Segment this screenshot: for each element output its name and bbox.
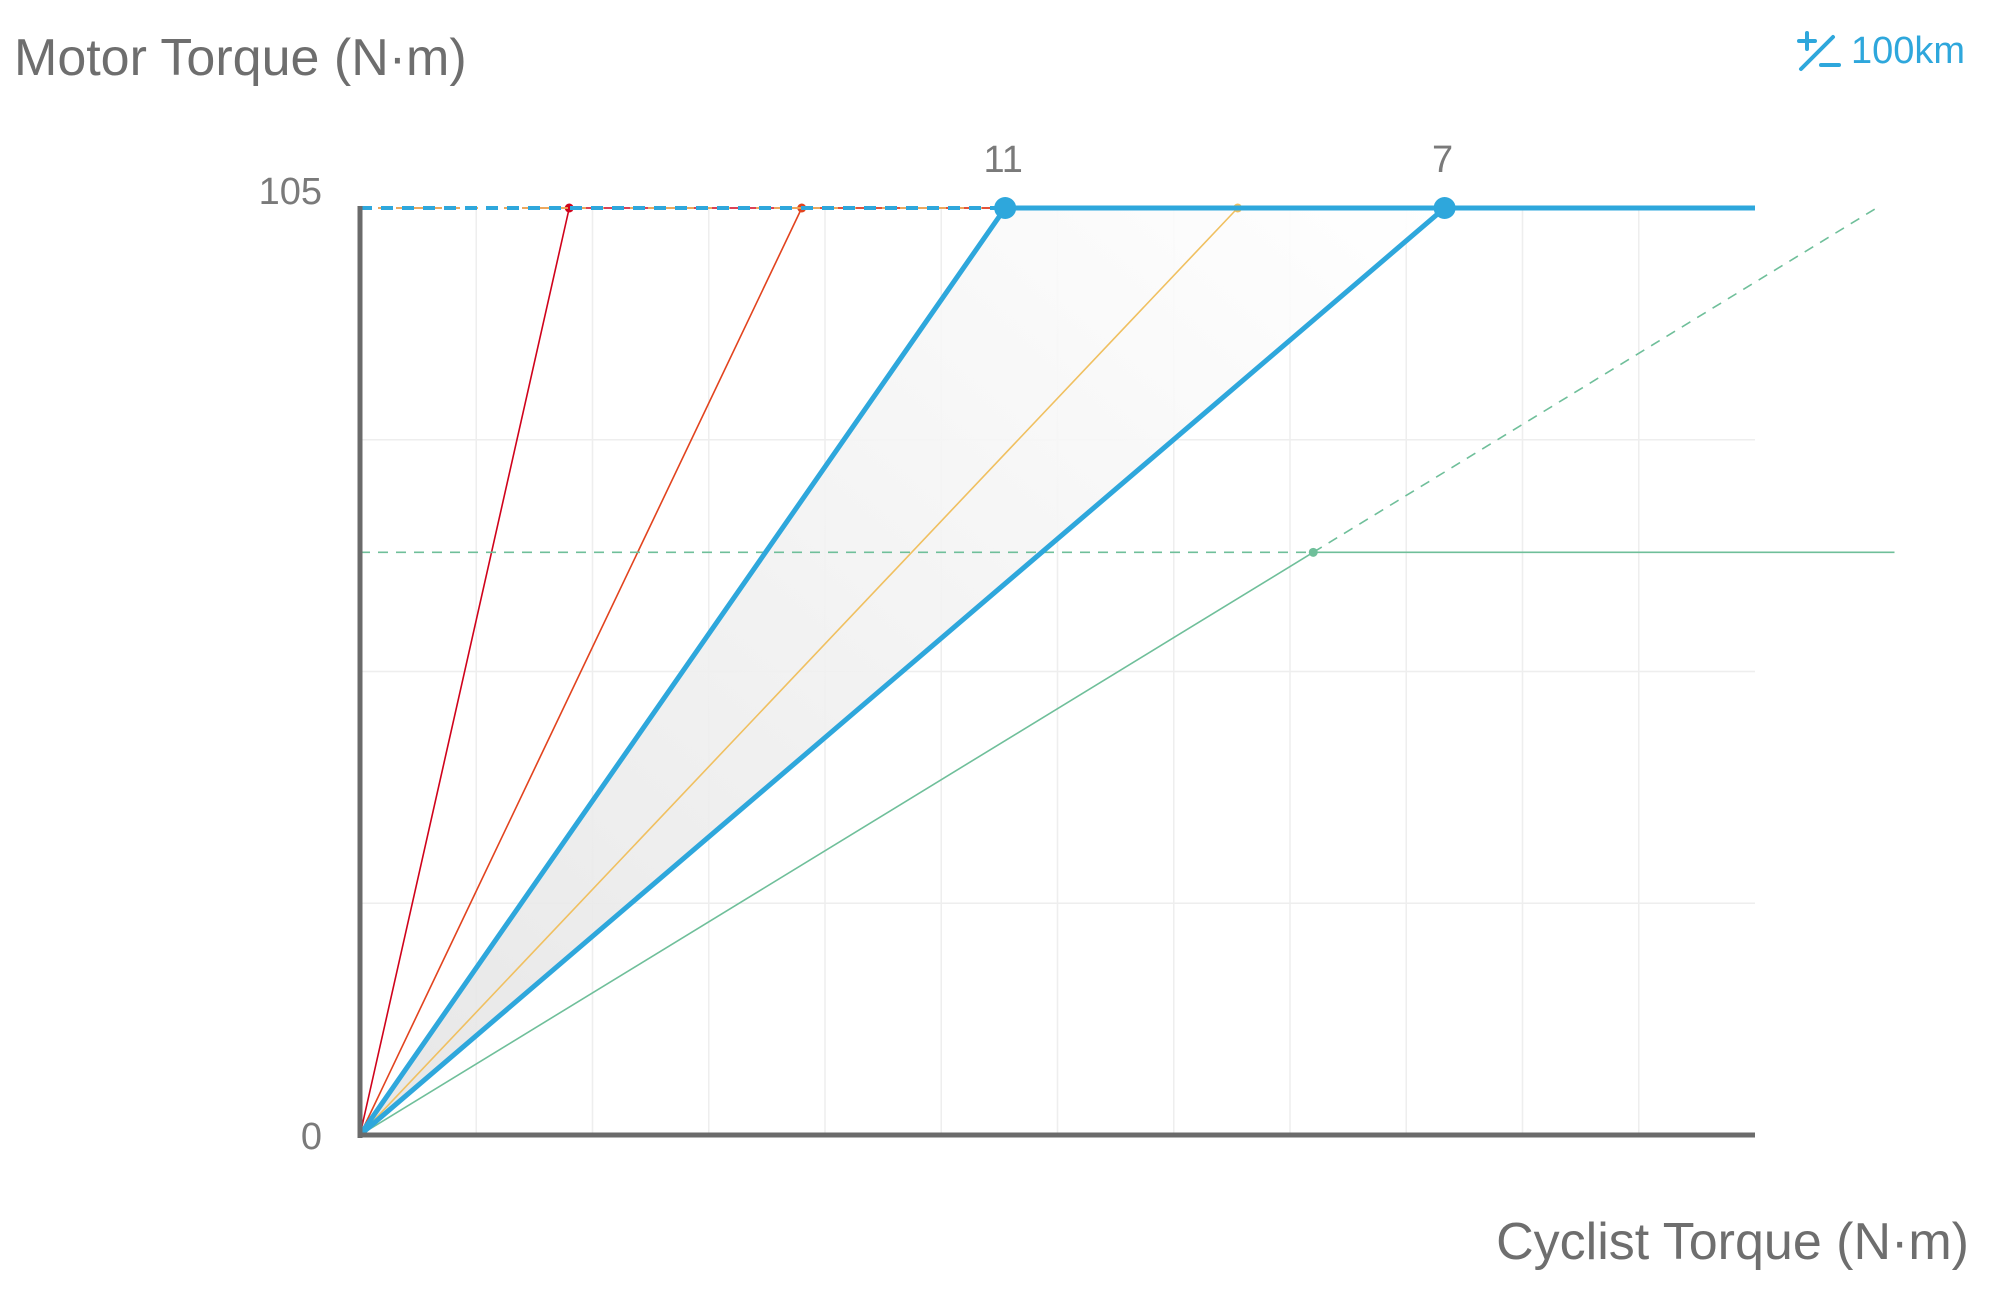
- y-tick-label: 0: [301, 1116, 322, 1158]
- assist-point-handle[interactable]: [1433, 197, 1456, 219]
- range-label: 100km: [1850, 30, 1965, 72]
- assist-point-handle[interactable]: [994, 197, 1017, 219]
- plus-minus-icon: [1796, 30, 1841, 71]
- limit-extension-line: [1312, 207, 1877, 553]
- x-axis-title: Cyclist Torque (N·m): [1496, 1213, 1969, 1271]
- point-label: 7: [1432, 139, 1453, 181]
- y-axis-title: Motor Torque (N·m): [14, 29, 467, 87]
- range-button[interactable]: 100km: [1795, 30, 1965, 73]
- limit-line: [359, 207, 1239, 1136]
- y-tick-label: 105: [259, 171, 322, 213]
- limit-line: [359, 551, 1314, 1136]
- limit-line: [359, 207, 571, 1136]
- limit-line: [359, 207, 803, 1136]
- point-label: 11: [983, 139, 1022, 181]
